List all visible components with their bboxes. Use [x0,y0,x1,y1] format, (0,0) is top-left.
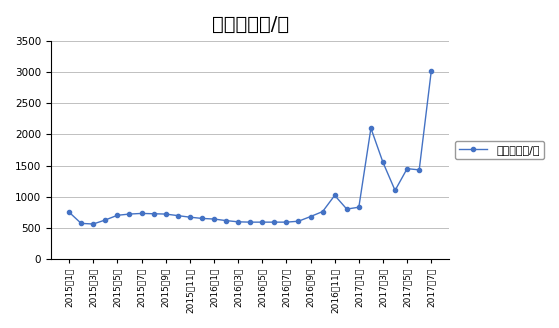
液氯价格元/吨 [198,216,205,220]
液氯价格元/吨 [90,222,97,226]
液氯价格元/吨 [356,205,362,209]
液氯价格元/吨 [66,210,73,214]
液氯价格元/吨 [78,221,84,225]
Line: 液氯价格元/吨: 液氯价格元/吨 [67,69,433,226]
液氯价格元/吨 [138,212,145,215]
液氯价格元/吨 [416,168,423,172]
液氯价格元/吨 [126,212,133,216]
液氯价格元/吨 [271,220,278,224]
Legend: 液氯价格元/吨: 液氯价格元/吨 [455,140,544,159]
液氯价格元/吨 [392,189,399,193]
液氯价格元/吨 [222,219,229,223]
液氯价格元/吨 [162,212,169,216]
液氯价格元/吨 [211,217,217,221]
液氯价格元/吨 [102,218,108,222]
液氯价格元/吨 [343,207,350,211]
Title: 液氯价格元/吨: 液氯价格元/吨 [212,15,289,34]
液氯价格元/吨 [247,220,254,224]
液氯价格元/吨 [283,220,290,224]
液氯价格元/吨 [404,167,410,171]
液氯价格元/吨 [295,219,302,223]
液氯价格元/吨 [174,214,181,217]
液氯价格元/吨 [319,210,326,214]
液氯价格元/吨 [428,69,435,73]
液氯价格元/吨 [331,194,338,197]
液氯价格元/吨 [259,220,266,224]
液氯价格元/吨 [368,126,375,130]
液氯价格元/吨 [187,215,193,219]
液氯价格元/吨 [307,215,314,218]
液氯价格元/吨 [150,212,157,216]
液氯价格元/吨 [380,160,386,164]
液氯价格元/吨 [114,213,121,217]
液氯价格元/吨 [235,220,241,224]
